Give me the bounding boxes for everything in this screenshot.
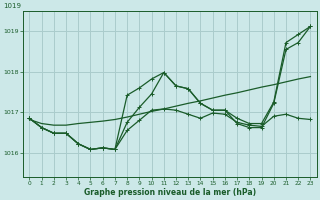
Text: 1019: 1019 bbox=[3, 3, 21, 9]
X-axis label: Graphe pression niveau de la mer (hPa): Graphe pression niveau de la mer (hPa) bbox=[84, 188, 256, 197]
